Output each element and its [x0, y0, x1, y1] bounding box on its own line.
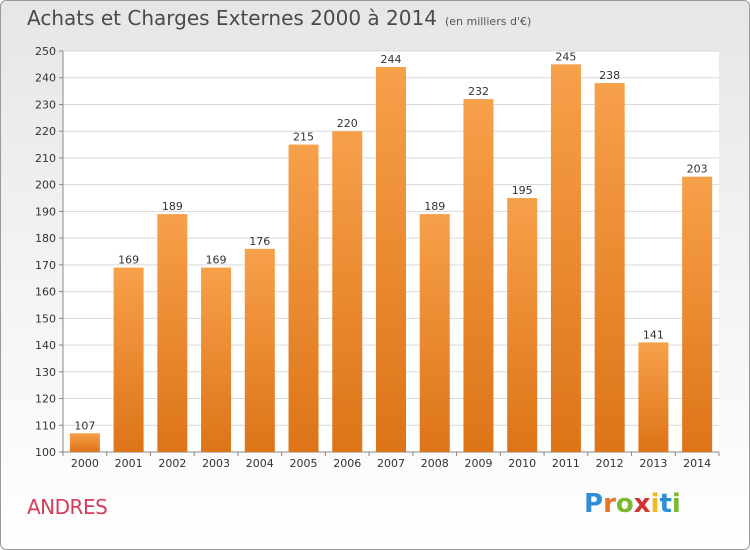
data-label: 245: [555, 50, 576, 63]
y-tick-label: 180: [35, 232, 56, 245]
x-tick-label: 2009: [464, 457, 492, 470]
bar-2014: [682, 176, 713, 452]
title-text: Achats et Charges Externes 2000 à 2014: [27, 6, 437, 30]
city-name: ANDRES: [27, 495, 108, 519]
y-tick-label: 120: [35, 393, 56, 406]
bar-2013: [638, 342, 669, 452]
bar-2008: [419, 214, 450, 452]
y-tick-label: 140: [35, 339, 56, 352]
y-tick-label: 130: [35, 366, 56, 379]
x-tick-label: 2008: [421, 457, 449, 470]
y-tick-label: 170: [35, 259, 56, 272]
logo-letter: P: [584, 489, 604, 519]
bar-2002: [157, 214, 188, 452]
x-tick-label: 2011: [552, 457, 580, 470]
data-label: 189: [162, 200, 183, 213]
x-tick-label: 2000: [71, 457, 99, 470]
y-tick-label: 210: [35, 152, 56, 165]
y-tick-label: 110: [35, 419, 56, 432]
bar-2010: [507, 198, 538, 452]
bar-2011: [550, 64, 581, 452]
logo-letter: i: [671, 489, 681, 519]
data-label: 195: [512, 184, 533, 197]
data-label: 169: [118, 254, 139, 267]
logo-letter: i: [650, 489, 660, 519]
chart-subtitle: (en milliers d'€): [444, 15, 532, 28]
bar-2012: [594, 83, 625, 452]
x-tick-label: 2012: [596, 457, 624, 470]
data-label: 220: [337, 117, 358, 130]
x-tick-label: 2004: [246, 457, 274, 470]
y-tick-label: 190: [35, 205, 56, 218]
proxiti-logo: Proxiti: [584, 489, 681, 519]
bar-2001: [113, 267, 144, 452]
data-label: 203: [687, 163, 708, 176]
y-tick-label: 200: [35, 179, 56, 192]
data-label: 176: [249, 235, 270, 248]
data-label: 169: [206, 254, 227, 267]
logo-letter: r: [603, 489, 616, 519]
bar-2003: [201, 267, 232, 452]
x-tick-label: 2003: [202, 457, 230, 470]
x-tick-label: 2001: [115, 457, 143, 470]
data-label: 244: [381, 53, 402, 66]
y-tick-label: 250: [35, 45, 56, 58]
bars: [69, 64, 713, 453]
x-tick-label: 2014: [683, 457, 711, 470]
bar-2009: [463, 99, 494, 453]
x-tick-label: 2010: [508, 457, 536, 470]
y-tick-label: 150: [35, 312, 56, 325]
logo-letter: t: [659, 489, 672, 519]
x-tick-label: 2013: [639, 457, 667, 470]
logo-letter: x: [633, 489, 651, 519]
y-tick-label: 100: [35, 446, 56, 459]
y-tick-label: 220: [35, 125, 56, 138]
logo-letter: o: [615, 489, 634, 519]
data-labels: 107 169 189 169 176 215 220 244 189 232 195 245 238 1…: [74, 50, 707, 432]
bar-2000: [69, 433, 100, 452]
data-label: 232: [468, 85, 489, 98]
x-tick-label: 2005: [290, 457, 318, 470]
data-label: 238: [599, 69, 620, 82]
bar-2006: [332, 131, 363, 452]
data-label: 189: [424, 200, 445, 213]
y-tick-label: 240: [35, 72, 56, 85]
bar-2005: [288, 144, 319, 453]
data-label: 215: [293, 131, 314, 144]
bar-2004: [244, 248, 275, 452]
bar-2007: [376, 67, 406, 452]
chart-title: Achats et Charges Externes 2000 à 2014 (e…: [27, 6, 531, 30]
data-label: 107: [74, 419, 95, 432]
x-tick-label: 2002: [158, 457, 186, 470]
x-tick-label: 2007: [377, 457, 405, 470]
x-tick-label: 2006: [333, 457, 361, 470]
data-label: 141: [643, 328, 664, 341]
y-tick-label: 160: [35, 286, 56, 299]
y-tick-label: 230: [35, 98, 56, 111]
